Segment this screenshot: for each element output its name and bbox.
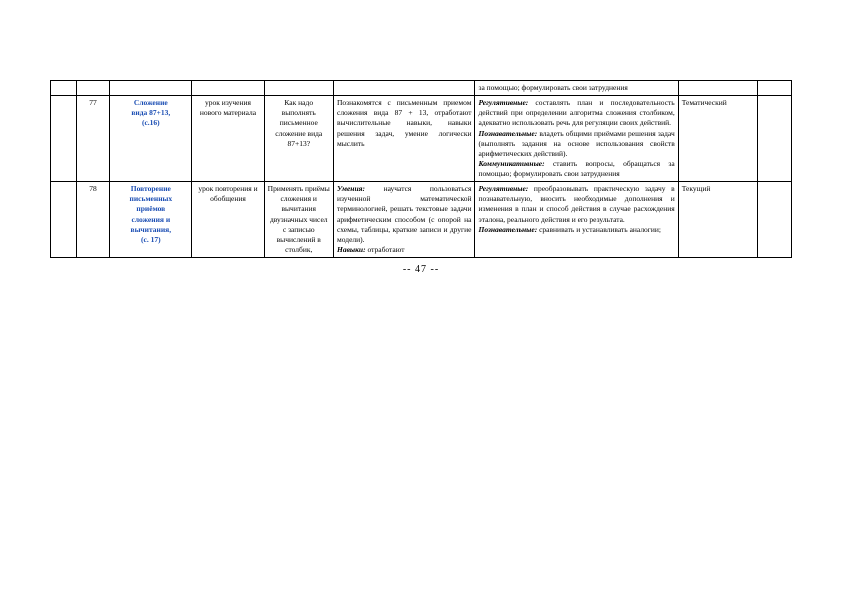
- cell-empty: [51, 182, 77, 258]
- table-row: за помощью; формулировать свои затруднен…: [51, 81, 792, 96]
- topic-link[interactable]: (с.16): [142, 118, 160, 127]
- topic-link[interactable]: Сложение: [134, 98, 168, 107]
- heading-communicative: Коммуникативные:: [478, 159, 544, 168]
- cell-empty: [51, 96, 77, 182]
- heading-cognitive: Познавательные:: [478, 129, 537, 138]
- text-cognitive: сравнивать и устанавливать аналогии;: [537, 225, 661, 234]
- cell-skills: Познакомятся с письменным приемом сложен…: [333, 96, 475, 182]
- cell-empty: [678, 81, 758, 96]
- cell-empty: [758, 96, 792, 182]
- cell-competencies: Регулятивные: преобразовывать практическ…: [475, 182, 678, 258]
- text-abilities: отработают: [366, 245, 405, 254]
- cell-lesson-type: урок повторения и обобщения: [192, 182, 264, 258]
- topic-link[interactable]: вычитания,: [131, 225, 172, 234]
- heading-abilities: Навыки:: [337, 245, 366, 254]
- topic-link[interactable]: (с. 17): [141, 235, 161, 244]
- cell-lesson-type: урок изучения нового материала: [192, 96, 264, 182]
- cell-control: Текущий: [678, 182, 758, 258]
- cell-empty: [110, 81, 192, 96]
- topic-link[interactable]: вида 87+13,: [131, 108, 170, 117]
- topic-link[interactable]: сложения и: [131, 215, 170, 224]
- page-number: -- 47 --: [50, 264, 792, 275]
- cell-empty: [333, 81, 475, 96]
- cell-empty: [758, 81, 792, 96]
- topic-link[interactable]: Повторение: [131, 184, 171, 193]
- lesson-plan-page: за помощью; формулировать свои затруднен…: [0, 0, 842, 295]
- cell-competencies-frag: за помощью; формулировать свои затруднен…: [475, 81, 678, 96]
- cell-lesson-number: 78: [76, 182, 109, 258]
- cell-control: Тематический: [678, 96, 758, 182]
- topic-link[interactable]: приёмов: [136, 204, 165, 213]
- cell-question: Как надо выполнять письменное сложение в…: [264, 96, 333, 182]
- table-row: 77 Сложение вида 87+13, (с.16) урок изуч…: [51, 96, 792, 182]
- heading-regulative: Регулятивные:: [478, 98, 528, 107]
- table-row: 78 Повторение письменных приёмов сложени…: [51, 182, 792, 258]
- cell-question: Применять приёмы сложения и вычитания дв…: [264, 182, 333, 258]
- cell-empty: [76, 81, 109, 96]
- topic-link[interactable]: письменных: [130, 194, 173, 203]
- cell-topic: Повторение письменных приёмов сложения и…: [110, 182, 192, 258]
- cell-competencies: Регулятивные: составлять план и последов…: [475, 96, 678, 182]
- cell-topic: Сложение вида 87+13, (с.16): [110, 96, 192, 182]
- cell-lesson-number: 77: [76, 96, 109, 182]
- heading-skills: Умения:: [337, 184, 365, 193]
- cell-skills: Умения: научатся пользоваться изученной …: [333, 182, 475, 258]
- heading-cognitive: Познавательные:: [478, 225, 537, 234]
- heading-regulative: Регулятивные:: [478, 184, 528, 193]
- cell-empty: [51, 81, 77, 96]
- lesson-plan-table: за помощью; формулировать свои затруднен…: [50, 80, 792, 258]
- cell-empty: [758, 182, 792, 258]
- cell-empty: [192, 81, 264, 96]
- cell-empty: [264, 81, 333, 96]
